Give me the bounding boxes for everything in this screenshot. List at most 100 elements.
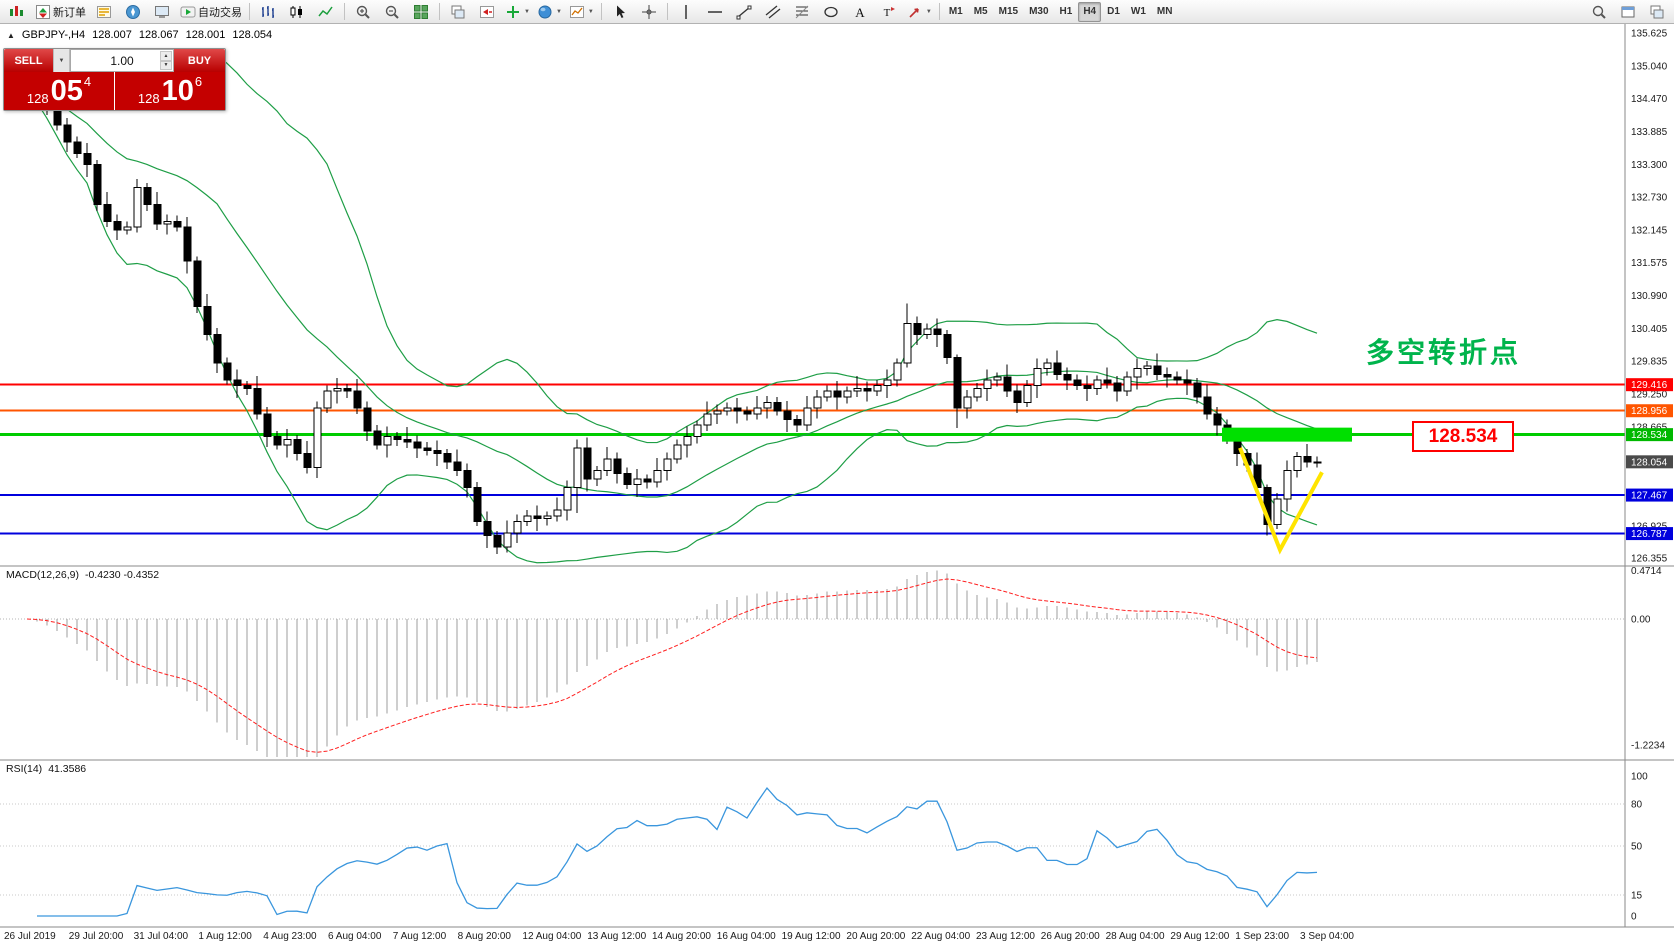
timeframe-d1-button[interactable]: D1 [1107, 6, 1120, 17]
buy-price-display[interactable]: 128 10 6 [115, 72, 225, 110]
symbol-marker-icon: ▲ [7, 30, 15, 40]
chart-shift-button[interactable] [473, 1, 501, 23]
buy-button[interactable]: BUY [174, 49, 225, 72]
candle-body [413, 441, 422, 449]
candle-body [1183, 379, 1192, 384]
cascade-icon [451, 5, 465, 18]
trade-options-dropdown[interactable]: ▼ [53, 49, 70, 72]
app-menu-button[interactable] [3, 1, 31, 23]
templates-button[interactable]: ▼ [566, 1, 597, 23]
sell-price-display[interactable]: 128 05 4 [4, 72, 114, 110]
candle-body [273, 436, 282, 446]
terminal-button[interactable] [148, 1, 176, 23]
fibonacci-button[interactable] [788, 1, 816, 23]
text-button[interactable]: A [846, 1, 874, 23]
candle-body [903, 322, 912, 364]
volume-up-button[interactable]: ▲ [160, 51, 172, 61]
timeframe-m1-button[interactable]: M1 [948, 6, 963, 17]
indicators-button[interactable]: ▼ [502, 1, 533, 23]
search-button[interactable] [1585, 1, 1613, 23]
candle-body [1123, 376, 1132, 392]
candle-body [1213, 413, 1222, 426]
horizontal-line-button[interactable] [701, 1, 729, 23]
candle-body [383, 436, 392, 446]
ohlc-high: 128.067 [138, 29, 179, 41]
text-label-button[interactable]: T [875, 1, 903, 23]
candle-body [863, 387, 872, 392]
time-axis[interactable]: 26 Jul 2019 29 Jul 20:00 31 Jul 04:00 1 Aug… [4, 931, 1354, 942]
candle-body [623, 472, 632, 486]
price-label-box[interactable]: 128.534 [1412, 421, 1514, 452]
price-axis-label: 130.990 [1631, 291, 1668, 302]
timeframe-h4-button[interactable]: H4 [1078, 1, 1102, 22]
candle-chart-button[interactable] [283, 1, 311, 23]
timeframe-m30-button[interactable]: M30 [1029, 6, 1049, 17]
candle-body [473, 487, 482, 523]
buy-price-prefix: 128 [137, 91, 160, 106]
candle-body [1003, 376, 1012, 392]
candle-body [1113, 382, 1122, 392]
candle-body [673, 444, 682, 460]
chart-area[interactable]: 135.625 135.040 134.470 133.885 133.300 132.7… [0, 23, 1674, 944]
tile-windows-button[interactable] [407, 1, 435, 23]
arrows-button[interactable]: ▼ [904, 1, 935, 23]
price-axis-label: 133.885 [1631, 127, 1668, 138]
candle-body [893, 362, 902, 381]
crosshair-button[interactable] [635, 1, 663, 23]
timeframe-m15-button[interactable]: M15 [998, 6, 1019, 17]
bar-chart-button[interactable] [254, 1, 282, 23]
rsi-indicator-label: RSI(14) 41.3586 [6, 763, 86, 775]
toolbar-separator [439, 3, 440, 20]
price-badge-text: 128.956 [1631, 406, 1668, 417]
zoom-out-button[interactable] [378, 1, 406, 23]
terminal-icon [155, 5, 169, 18]
timeframe-h1-button[interactable]: H1 [1059, 6, 1073, 17]
time-axis-label: 19 Aug 12:00 [782, 931, 841, 942]
label-icon: T [883, 6, 895, 19]
time-axis-label: 29 Aug 12:00 [1170, 931, 1229, 942]
timeframe-mn-button[interactable]: MN [1156, 6, 1173, 17]
timeframe-m5-button[interactable]: M5 [973, 6, 988, 17]
sell-button[interactable]: SELL [4, 49, 53, 72]
zoom-in-button[interactable] [349, 1, 377, 23]
candle-body [1193, 382, 1202, 398]
window-button[interactable] [1614, 1, 1642, 23]
symbol-info: ▲ GBPJPY-,H4 128.007 128.067 128.001 128… [7, 29, 272, 41]
timeframe-w1-button[interactable]: W1 [1130, 6, 1146, 17]
price-axis[interactable]: 135.625 135.040 134.470 133.885 133.300 132.7… [1626, 29, 1673, 923]
time-axis-label: 29 Jul 20:00 [69, 931, 124, 942]
vertical-line-button[interactable] [672, 1, 700, 23]
app-icon [10, 5, 23, 16]
market-watch-icon [97, 5, 111, 18]
candle-body [503, 532, 512, 548]
candle-body [323, 390, 332, 409]
dropdown-caret-icon: ▼ [555, 8, 562, 15]
navigator-button[interactable] [119, 1, 147, 23]
check-mark-drawing[interactable] [1238, 447, 1324, 555]
autotrading-button[interactable]: 自动交易 [177, 1, 245, 23]
highlight-rect[interactable] [1222, 427, 1352, 442]
candle-body [1143, 365, 1152, 370]
auto-scroll-button[interactable] [444, 1, 472, 23]
new-order-button[interactable]: 新订单 [32, 1, 89, 23]
profiles-button[interactable]: ▼ [534, 1, 565, 23]
channel-button[interactable] [759, 1, 787, 23]
shapes-button[interactable] [817, 1, 845, 23]
price-badge [1626, 428, 1673, 442]
cursor-button[interactable] [606, 1, 634, 23]
candle-body [1083, 385, 1092, 389]
market-watch-button[interactable] [90, 1, 118, 23]
layout-button[interactable] [1643, 1, 1671, 23]
candle-body [423, 447, 432, 452]
trendline-button[interactable] [730, 1, 758, 23]
line-chart-button[interactable] [312, 1, 340, 23]
candle-body [643, 478, 652, 483]
candle-body [973, 387, 982, 398]
time-axis-label: 16 Aug 04:00 [717, 931, 776, 942]
candle-chart-icon [290, 5, 302, 18]
time-axis-label: 20 Aug 20:00 [846, 931, 905, 942]
volume-input[interactable] [88, 52, 156, 69]
volume-down-button[interactable]: ▼ [160, 60, 172, 70]
candle-body [73, 141, 82, 154]
candle-body [1063, 373, 1072, 381]
